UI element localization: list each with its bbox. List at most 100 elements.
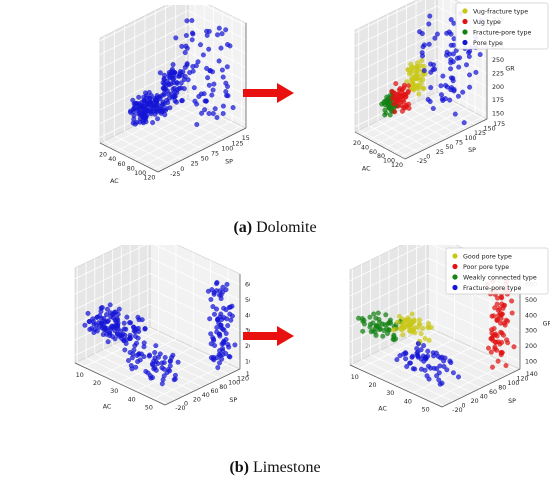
- scatter-point: [124, 314, 130, 320]
- scatter-point: [195, 59, 201, 65]
- scatter-point: [375, 310, 381, 316]
- scatter-point: [228, 317, 234, 323]
- scatter-point: [417, 321, 423, 327]
- scatter-point: [367, 324, 373, 330]
- scatter-point: [493, 339, 498, 345]
- gridline: [99, 5, 173, 42]
- scatter-point: [385, 331, 390, 336]
- scatter-point: [150, 108, 156, 114]
- gridline: [436, 86, 488, 114]
- gridline: [187, 24, 247, 54]
- scatter-point: [223, 331, 229, 336]
- scatter-point: [230, 105, 236, 111]
- x-tick-label: 40: [128, 396, 136, 403]
- scatter-point: [397, 86, 403, 92]
- scatter-point: [218, 325, 224, 331]
- scatter-point: [161, 366, 167, 372]
- scatter-point: [136, 94, 142, 100]
- scatter-point: [440, 73, 446, 79]
- scatter-point: [104, 331, 110, 337]
- scatter-point: [491, 326, 497, 331]
- scatter-point: [208, 355, 214, 361]
- gridline: [396, 111, 448, 139]
- y-tick-label: 20: [471, 398, 479, 405]
- scatter-point: [418, 63, 424, 69]
- scatter-point: [182, 64, 188, 70]
- scatter-point: [418, 356, 424, 362]
- scatter-point: [220, 111, 226, 116]
- z-tick-label: 150: [492, 111, 504, 118]
- scatter-point: [132, 121, 138, 127]
- scatter-point: [220, 284, 226, 290]
- gridline: [155, 115, 214, 145]
- gridline: [124, 130, 183, 161]
- scatter-point: [104, 306, 110, 312]
- scatter-point: [400, 332, 406, 338]
- scatter-point: [152, 355, 158, 361]
- scatter-point: [207, 316, 213, 322]
- y-tick-label: 150: [242, 135, 250, 142]
- scatter-point: [173, 99, 179, 105]
- z-tick-label: 500: [245, 297, 250, 304]
- scatter-point: [85, 310, 91, 316]
- scatter-point: [356, 315, 362, 321]
- y-axis-line: [404, 118, 488, 160]
- scatter-point: [105, 339, 111, 345]
- scatter-point: [206, 46, 212, 52]
- scatter-point: [131, 101, 137, 107]
- scatter-point: [418, 331, 424, 337]
- scatter-point: [420, 72, 426, 78]
- scatter-point: [229, 303, 235, 309]
- x-axis-label: AC: [378, 406, 387, 413]
- scatter-point: [182, 50, 188, 56]
- y-tick-label: 80: [219, 384, 227, 391]
- y-tick-label: 140: [246, 371, 250, 378]
- scatter-point: [200, 52, 206, 58]
- y-tick-label: 0: [462, 402, 466, 409]
- scatter-point: [219, 67, 225, 73]
- gridline: [368, 125, 419, 153]
- scatter-point: [128, 320, 134, 326]
- gridline: [99, 24, 189, 69]
- scatter-point: [492, 344, 498, 350]
- scatter-point: [166, 91, 171, 97]
- x-tick-label: 100: [134, 170, 146, 177]
- gridline: [387, 115, 438, 144]
- scatter-point: [136, 317, 142, 323]
- scatter-point: [102, 318, 107, 324]
- scatter-point: [461, 120, 467, 126]
- scatter-point: [181, 86, 187, 92]
- x-tick-label: 50: [422, 406, 430, 413]
- scatter-point: [404, 79, 410, 85]
- scatter-point: [151, 366, 157, 372]
- scatter-point: [498, 329, 504, 335]
- z-tick-label: 300: [245, 328, 250, 335]
- scatter-point: [141, 344, 147, 350]
- scatter-point: [467, 72, 472, 78]
- dolomite-classified-scatter-3d: 20406080100120-2502550751001251501751501…: [353, 0, 549, 172]
- gridline: [138, 331, 230, 375]
- scatter-point: [146, 353, 152, 359]
- scatter-point: [464, 62, 469, 68]
- scatter-point: [401, 99, 407, 105]
- legend-box: [445, 247, 549, 295]
- scatter-point: [210, 87, 216, 93]
- scatter-point: [509, 310, 515, 316]
- scatter-point: [492, 305, 498, 311]
- scatter-point: [495, 358, 501, 364]
- legend: Vug-fracture type Vug type Fracture-pore t…: [455, 2, 549, 50]
- scatter-point: [212, 106, 218, 112]
- scatter-point: [450, 370, 456, 376]
- y-tick-label: 60: [211, 388, 219, 395]
- scatter-point: [421, 68, 427, 74]
- x-tick-label: 10: [76, 372, 84, 379]
- y-tick-label: 50: [201, 156, 209, 163]
- scatter-point: [473, 69, 479, 75]
- y-tick-label: 0: [184, 401, 188, 408]
- scatter-point: [129, 366, 135, 372]
- scatter-point: [452, 111, 458, 117]
- scatter-point: [451, 20, 457, 26]
- legend-label: Fracture-pore type: [463, 285, 521, 292]
- scatter-point: [410, 353, 416, 359]
- scatter-point: [434, 31, 440, 37]
